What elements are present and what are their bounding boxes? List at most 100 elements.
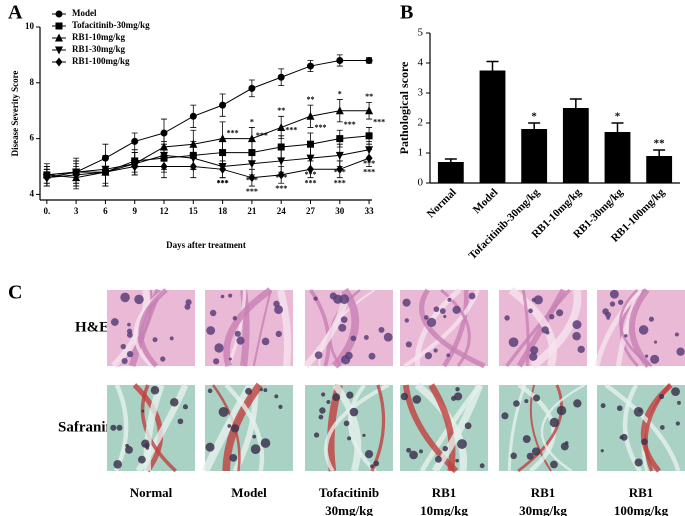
- cell-cluster: [409, 450, 418, 460]
- cell-cluster: [150, 386, 160, 395]
- bar: [646, 156, 673, 183]
- tissue-band: [517, 384, 563, 473]
- data-point: [247, 134, 256, 143]
- tissue-band: [644, 383, 671, 472]
- y-tick-label: 3: [418, 87, 424, 99]
- legend-label: Tofacitinib-30mg/kg: [72, 20, 150, 30]
- x-tick-label: 9: [132, 206, 137, 216]
- data-point: [336, 135, 344, 143]
- cell-cluster: [442, 445, 448, 452]
- tissue-band: [428, 383, 456, 472]
- tissue-band: [516, 288, 566, 368]
- data-point: [219, 101, 227, 109]
- cell-cluster: [120, 292, 130, 303]
- cell-cluster: [645, 354, 649, 358]
- cell-cluster: [137, 455, 146, 464]
- cell-cluster: [184, 303, 191, 310]
- cell-cluster: [532, 394, 541, 402]
- cell-cluster: [127, 322, 131, 327]
- cell-cluster: [126, 332, 133, 338]
- data-point: [365, 132, 373, 140]
- cell-cluster: [609, 289, 619, 299]
- cell-cluster: [125, 445, 133, 454]
- cell-cluster: [207, 388, 213, 394]
- y-axis-label: Pathological score: [397, 61, 411, 154]
- tissue-band: [442, 289, 469, 368]
- cell-cluster: [206, 326, 216, 335]
- cell-cluster: [439, 308, 446, 314]
- legend-marker: [55, 10, 63, 18]
- error-bar: [444, 158, 457, 162]
- cell-cluster: [412, 395, 422, 404]
- cell-cluster: [232, 316, 238, 321]
- cell-cluster: [572, 320, 582, 330]
- cell-cluster: [228, 357, 232, 361]
- cell-cluster: [214, 343, 224, 353]
- cell-cluster: [110, 424, 117, 431]
- y-tick-label: 10: [25, 21, 35, 31]
- row-label: H&E: [75, 319, 109, 335]
- cell-cluster: [213, 358, 220, 365]
- cell-cluster: [340, 316, 348, 324]
- cell-cluster: [368, 352, 376, 360]
- cell-cluster: [624, 334, 628, 338]
- x-axis-label: Days after treatment: [166, 240, 246, 250]
- significance-label: ***: [344, 120, 356, 129]
- cell-cluster: [125, 443, 129, 448]
- significance-label: ***: [304, 179, 316, 188]
- cell-cluster: [373, 460, 380, 467]
- histology-image: [400, 288, 488, 369]
- x-tick-label: 33: [365, 206, 375, 216]
- cell-cluster: [501, 412, 509, 420]
- data-point: [219, 164, 227, 174]
- data-point: [306, 154, 315, 163]
- data-point: [336, 56, 344, 64]
- cell-cluster: [650, 354, 660, 364]
- histology-image: [597, 383, 685, 473]
- histology-image: [107, 288, 195, 369]
- data-point: [365, 153, 373, 163]
- cell-cluster: [313, 432, 320, 438]
- histology-image: [205, 287, 293, 368]
- error-bar: [611, 122, 624, 132]
- cell-cluster: [658, 393, 665, 400]
- column-label: Model: [231, 485, 267, 500]
- significance-label: ***: [373, 117, 385, 126]
- data-point: [72, 170, 80, 180]
- cell-cluster: [531, 447, 541, 456]
- column-label: 30mg/kg: [519, 503, 567, 516]
- significance-label: **: [277, 106, 285, 115]
- cell-cluster: [526, 452, 534, 460]
- significance-label: ***: [314, 123, 326, 132]
- significance-label: ***: [227, 128, 239, 137]
- cell-cluster: [633, 406, 644, 417]
- data-point: [248, 84, 256, 92]
- tissue-band: [332, 382, 362, 472]
- data-point: [189, 112, 197, 120]
- column-label: 100mg/kg: [614, 503, 669, 516]
- column-label: Tofacitinib: [319, 485, 379, 500]
- cell-cluster: [343, 420, 350, 427]
- significance-label: ***: [285, 126, 297, 135]
- cell-cluster: [405, 341, 412, 348]
- data-point: [277, 73, 285, 81]
- error-bar: [569, 98, 582, 108]
- cell-cluster: [319, 407, 326, 414]
- column-label: 10mg/kg: [420, 503, 468, 516]
- column-label: RB1: [531, 485, 556, 500]
- bar: [437, 162, 464, 183]
- cell-cluster: [346, 391, 354, 399]
- y-tick-label: 1: [418, 147, 424, 159]
- bar: [604, 132, 631, 183]
- tissue-band: [348, 383, 377, 473]
- cell-cluster: [318, 414, 324, 420]
- cell-cluster: [332, 393, 341, 402]
- cell-cluster: [116, 424, 123, 431]
- significance-label: **: [654, 138, 666, 150]
- bar: [562, 108, 589, 183]
- cell-cluster: [341, 355, 351, 365]
- cell-cluster: [209, 309, 217, 317]
- error-bar: [486, 60, 499, 71]
- cell-cluster: [528, 308, 533, 314]
- cell-cluster: [362, 433, 366, 438]
